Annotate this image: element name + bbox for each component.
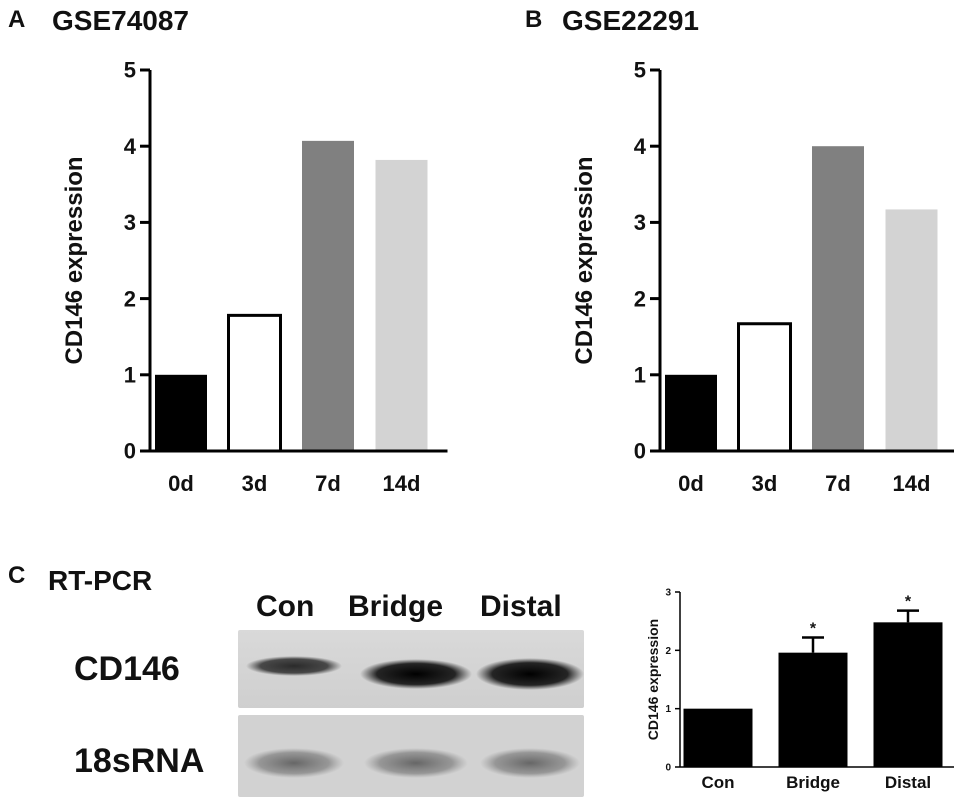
gel-band-18srna-con [244, 748, 344, 778]
bar-b-0d [665, 374, 717, 451]
panel-letter-a: A [8, 6, 26, 33]
y-tick-label-a-1: 1 [124, 363, 136, 388]
x-tick-label-a-0: 0d [168, 471, 194, 496]
x-tick-label-a-3: 14d [383, 471, 421, 496]
bar-c-con [683, 708, 753, 767]
gel-row-label-18srna: 18sRNA [74, 742, 205, 780]
panel-title-a: GSE74087 [52, 5, 189, 36]
x-tick-label-a-2: 7d [315, 471, 341, 496]
y-tick-label-b-0: 0 [634, 439, 646, 464]
y-axis-label-a: CD146 expression [61, 156, 88, 364]
bar-a-3d [227, 313, 282, 453]
significance-c-bridge: * [810, 621, 817, 638]
y-tick-label-a-4: 4 [124, 134, 137, 159]
significance-c-distal: * [905, 594, 912, 611]
gel-image-cd146 [238, 630, 584, 708]
y-tick-label-c-2: 2 [665, 646, 671, 657]
gel-band-cd146-distal [476, 658, 584, 690]
x-tick-label-b-3: 14d [893, 471, 931, 496]
gel-lane-label-bridge: Bridge [348, 590, 444, 623]
panel-title-b: GSE22291 [562, 5, 699, 36]
x-tick-label-c-1: Bridge [786, 773, 840, 792]
bar-b-3d [737, 322, 792, 453]
y-tick-label-a-3: 3 [124, 210, 136, 235]
gel-band-18srna-distal [480, 748, 580, 778]
x-tick-label-c-0: Con [701, 773, 734, 792]
x-tick-label-b-1: 3d [752, 471, 778, 496]
y-tick-label-b-1: 1 [634, 363, 646, 388]
y-axis-label-c: CD146 expression [645, 619, 661, 740]
y-tick-label-a-2: 2 [124, 286, 136, 311]
bar-c-distal [873, 622, 943, 767]
y-tick-label-b-2: 2 [634, 286, 646, 311]
gel-band-cd146-con [246, 656, 342, 676]
bar-a-14d [375, 159, 428, 451]
y-tick-label-c-1: 1 [665, 704, 671, 715]
bar-b-14d [885, 209, 938, 451]
gel-band-cd146-bridge [360, 659, 472, 689]
x-tick-label-c-2: Distal [885, 773, 931, 792]
panel-letter-c: C [8, 562, 26, 589]
y-tick-label-a-0: 0 [124, 439, 136, 464]
bar-b-7d [812, 146, 864, 451]
bar-a-7d [302, 140, 354, 451]
x-tick-label-b-2: 7d [825, 471, 851, 496]
x-tick-label-a-1: 3d [242, 471, 268, 496]
panel-letter-b: B [525, 6, 543, 33]
y-tick-label-b-4: 4 [634, 134, 647, 159]
y-tick-label-c-3: 3 [665, 588, 671, 599]
panel-title-c: RT-PCR [48, 565, 153, 596]
bar-c-bridge [778, 652, 848, 767]
gel-lane-label-distal: Distal [480, 590, 562, 623]
y-tick-label-a-5: 5 [124, 58, 136, 83]
bar-a-0d [155, 374, 207, 451]
gel-lane-label-con: Con [256, 590, 315, 623]
y-tick-label-c-0: 0 [665, 763, 671, 774]
y-tick-label-b-3: 3 [634, 210, 646, 235]
y-axis-label-b: CD146 expression [571, 156, 598, 364]
gel-row-label-cd146: CD146 [74, 650, 180, 688]
x-tick-label-b-0: 0d [678, 471, 704, 496]
y-tick-label-b-5: 5 [634, 58, 646, 83]
gel-band-18srna-bridge [364, 748, 468, 778]
gel-image-18srna [238, 715, 584, 797]
